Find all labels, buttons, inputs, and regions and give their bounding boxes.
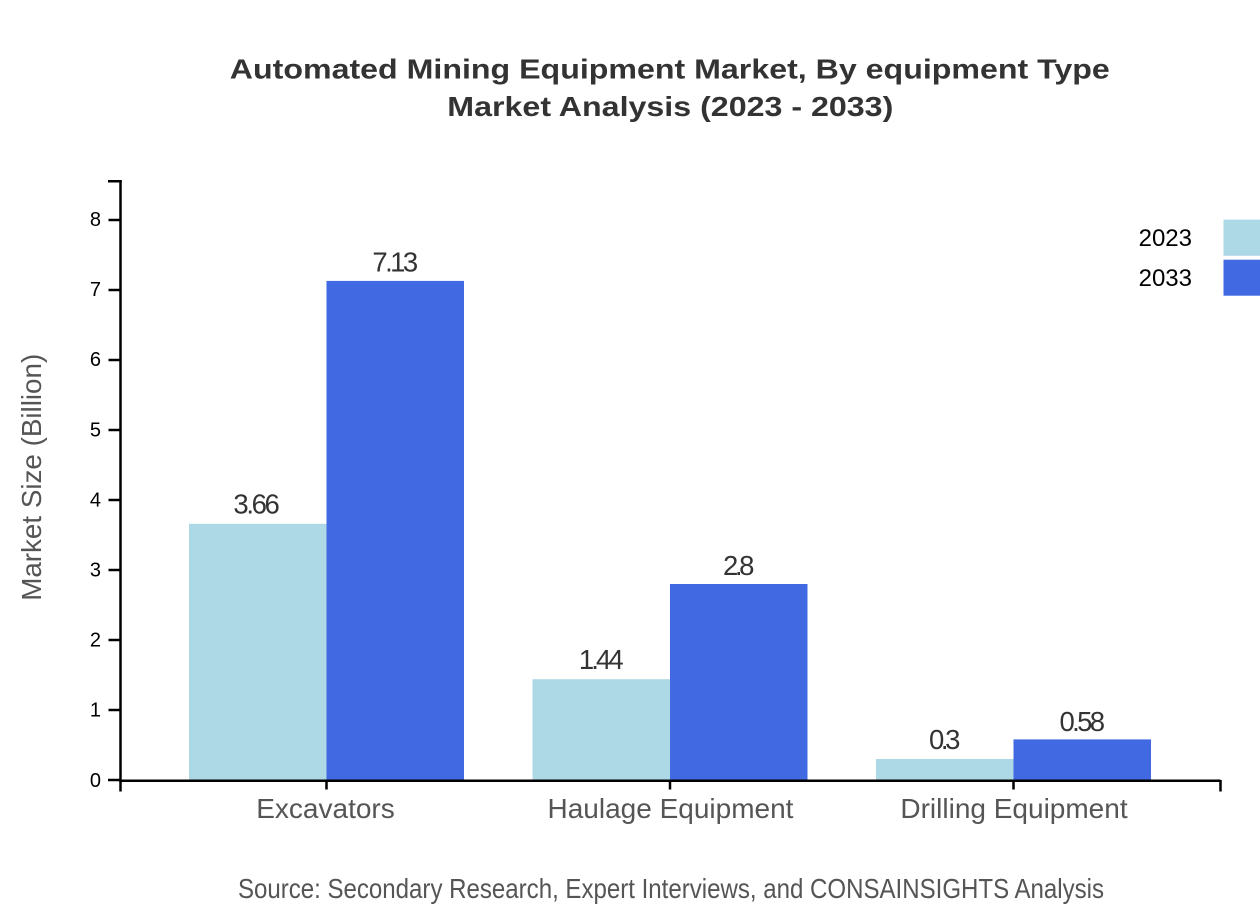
- svg-text:4: 4: [90, 489, 101, 511]
- svg-text:Automated Mining Equipment Mar: Automated Mining Equipment Market, By eq…: [230, 54, 1110, 85]
- svg-text:Market Size (Billion): Market Size (Billion): [16, 354, 47, 601]
- svg-text:Source: Secondary Research, Ex: Source: Secondary Research, Expert Inter…: [238, 873, 1104, 904]
- svg-text:6: 6: [90, 349, 101, 371]
- svg-text:8: 8: [90, 209, 101, 231]
- svg-text:1: 1: [90, 700, 101, 722]
- svg-text:Market Analysis (2023 - 2033): Market Analysis (2023 - 2033): [447, 91, 893, 122]
- svg-text:3.66: 3.66: [233, 488, 279, 519]
- svg-text:Excavators: Excavators: [256, 793, 395, 824]
- svg-text:0.3: 0.3: [929, 724, 960, 755]
- svg-text:2.8: 2.8: [723, 550, 754, 581]
- svg-text:Haulage Equipment: Haulage Equipment: [548, 793, 794, 824]
- svg-text:2023: 2023: [1139, 225, 1192, 252]
- svg-text:Drilling Equipment: Drilling Equipment: [900, 793, 1127, 824]
- svg-text:3: 3: [90, 560, 101, 582]
- svg-text:0: 0: [90, 770, 101, 792]
- svg-text:2: 2: [90, 630, 101, 652]
- svg-text:7: 7: [90, 279, 101, 301]
- svg-text:1.44: 1.44: [579, 644, 624, 675]
- svg-text:5: 5: [90, 419, 101, 441]
- svg-text:2033: 2033: [1139, 265, 1192, 292]
- svg-text:0.58: 0.58: [1059, 706, 1105, 737]
- svg-text:7.13: 7.13: [372, 246, 418, 277]
